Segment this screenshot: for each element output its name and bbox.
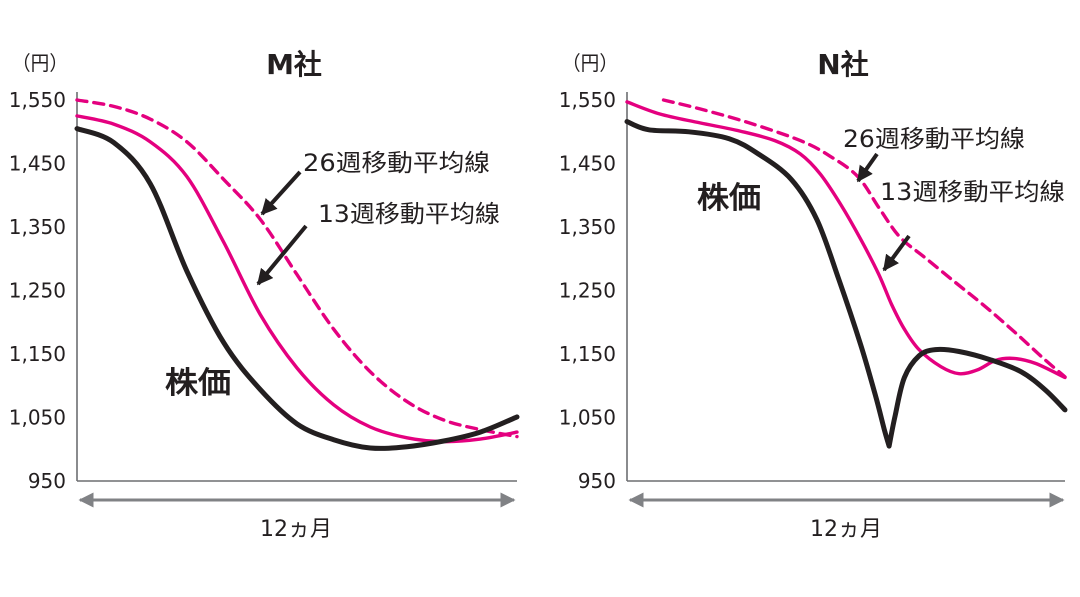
m-ma26-label: 26週移動平均線 (303, 149, 490, 177)
n-y-unit-label: （円） (562, 51, 618, 75)
m-ytick-label: 1,350 (9, 215, 66, 239)
m-ytick-label: 1,550 (9, 88, 66, 112)
n-ytick-label: 1,450 (559, 152, 616, 176)
n-ytick-label: 1,550 (559, 88, 616, 112)
n-series-lines (624, 98, 1068, 449)
m-series-lines (74, 98, 520, 451)
m-ytick-label: 1,150 (9, 342, 66, 366)
m-ytick-label: 1,050 (9, 406, 66, 430)
m-stock-price-line (74, 126, 520, 451)
m-ytick-label: 950 (28, 469, 66, 493)
n-ma26-label: 26週移動平均線 (843, 125, 1025, 153)
n-ytick-label: 1,050 (559, 406, 616, 430)
n-ma13-pointer-arrow (882, 234, 911, 272)
n-ytick-label: 950 (578, 469, 616, 493)
n-chart: （円） N社 950 1,050 1,150 1,250 1,350 1,450 1,550… (559, 48, 1068, 542)
n-ma13-label: 13週移動平均線 (880, 178, 1065, 206)
m-chart-title: M社 (266, 48, 322, 81)
n-chart-title: N社 (817, 48, 868, 81)
n-ytick-label: 1,350 (559, 215, 616, 239)
m-y-unit-label: （円） (12, 51, 68, 75)
m-y-tick-labels: 950 1,050 1,150 1,250 1,350 1,450 1,550 (9, 88, 66, 493)
m-period-label: 12ヵ月 (260, 517, 332, 542)
n-ma26-pointer-arrow (856, 152, 879, 183)
n-stock-price-line (624, 119, 1068, 449)
n-stock-price-label: 株価 (697, 181, 761, 216)
m-stock-price-label: 株価 (165, 366, 231, 401)
n-ytick-label: 1,150 (559, 342, 616, 366)
n-ytick-label: 1,250 (559, 279, 616, 303)
m-ma13-label: 13週移動平均線 (318, 200, 500, 228)
m-ytick-label: 1,450 (9, 152, 66, 176)
n-ma26-line (661, 98, 1067, 379)
n-period-label: 12ヵ月 (810, 517, 882, 542)
m-chart: （円） M社 950 1,050 1,150 1,250 1,350 1,450 1,550… (9, 48, 520, 542)
m-ma26-line (75, 98, 519, 439)
m-ma13-pointer-arrow (256, 224, 308, 286)
n-y-tick-labels: 950 1,050 1,150 1,250 1,350 1,450 1,550 (559, 88, 616, 493)
m-ma26-pointer-arrow (260, 170, 302, 216)
m-ytick-label: 1,250 (9, 279, 66, 303)
